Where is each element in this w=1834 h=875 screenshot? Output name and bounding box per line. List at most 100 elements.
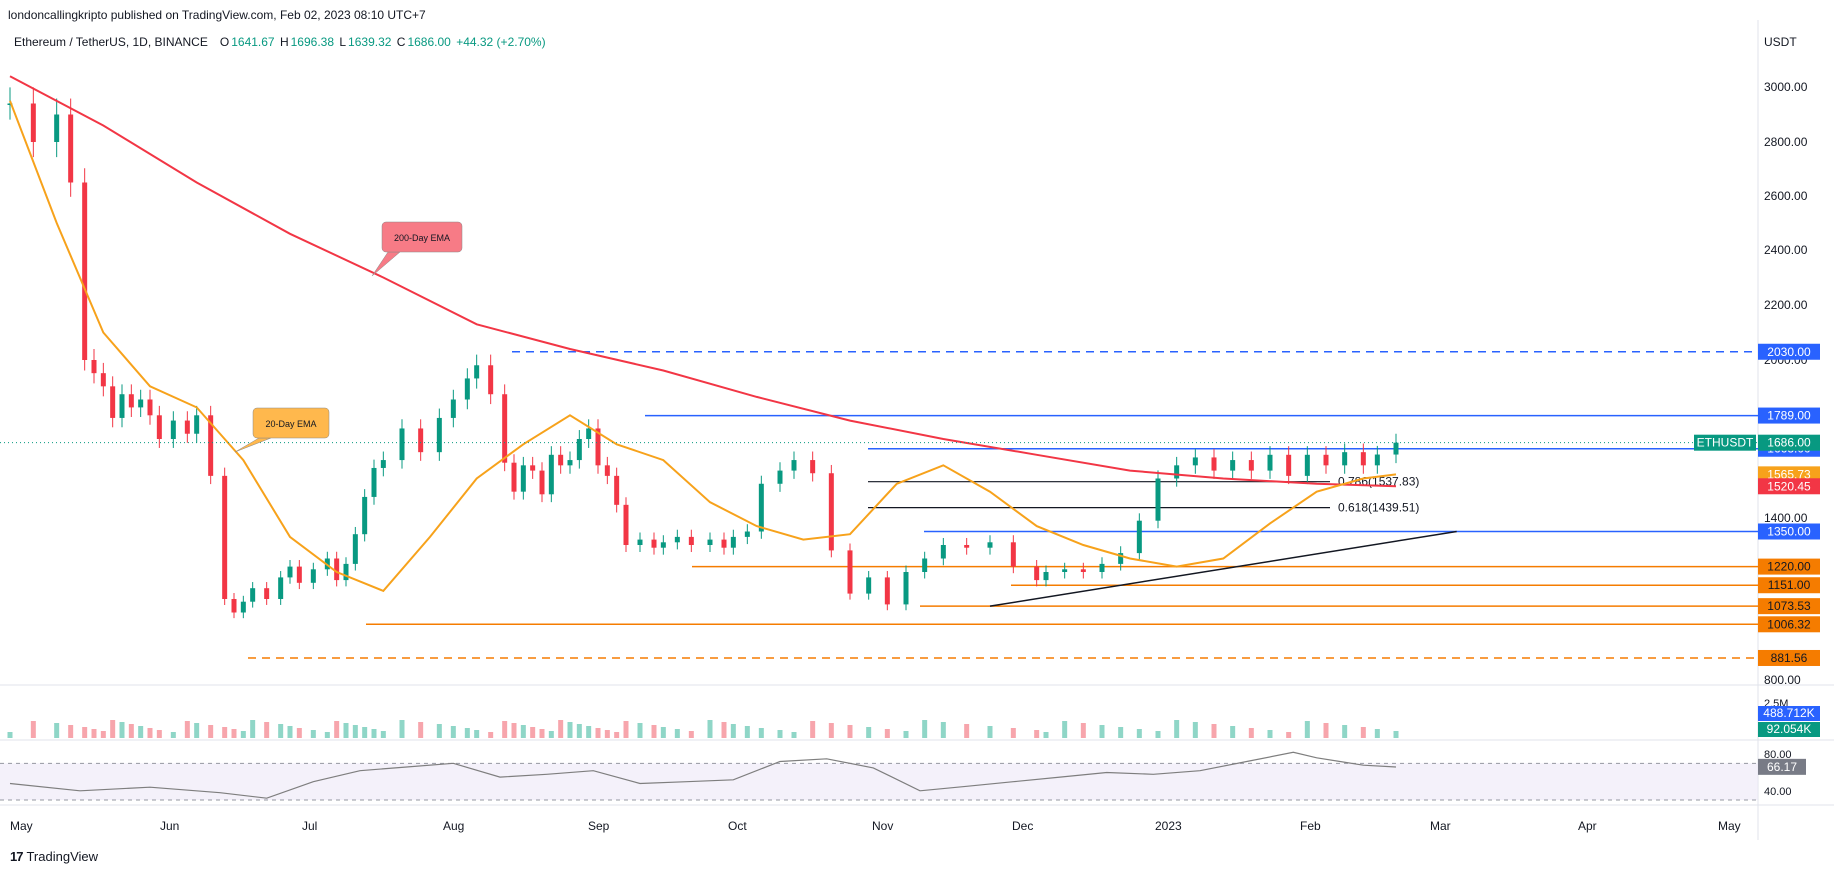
volume-bar	[539, 729, 545, 738]
volume-bar	[520, 725, 526, 738]
volume-bar	[474, 730, 480, 738]
volume-bar	[744, 726, 750, 738]
candle-body	[1304, 454, 1310, 476]
volume-bar	[1230, 726, 1236, 738]
candle-body	[399, 428, 405, 461]
volume-bar	[660, 727, 666, 738]
volume-bar	[287, 726, 293, 738]
volume-bar	[371, 729, 377, 738]
volume-bar	[1211, 724, 1217, 738]
volume-bar	[54, 723, 60, 738]
volume-bar	[324, 732, 330, 738]
axis-price-label: 1520.45	[1767, 479, 1811, 493]
volume-bar	[1034, 730, 1040, 738]
candle-body	[660, 542, 666, 548]
axis-price-badge	[1758, 434, 1820, 451]
currency-label[interactable]: USDT	[1764, 35, 1797, 49]
volume-bar	[1155, 731, 1161, 738]
candle-body	[343, 563, 349, 581]
candle-body	[511, 462, 517, 492]
rsi-line[interactable]	[9, 751, 1397, 799]
price-tick-label: 1400.00	[1764, 511, 1808, 525]
candle-body	[604, 465, 610, 476]
volume-bar	[1374, 729, 1380, 738]
volume-bar	[82, 727, 88, 738]
callout-box[interactable]	[252, 407, 330, 439]
candle-body	[810, 460, 816, 474]
candle-body	[758, 483, 764, 532]
callout-box[interactable]	[381, 221, 463, 253]
candle-body	[334, 558, 340, 581]
volume-bar	[7, 732, 13, 738]
candle-body	[296, 566, 302, 583]
level-price-label: 1006.32	[1767, 617, 1811, 631]
volume-bar	[380, 731, 386, 738]
volume-bar	[399, 720, 405, 738]
candle-body	[688, 536, 694, 545]
volume-bar	[194, 723, 200, 738]
time-tick-label: May	[10, 819, 33, 833]
volume-bar	[623, 721, 629, 738]
volume-bar	[1304, 721, 1310, 738]
volume-bar	[334, 721, 340, 738]
candle-body	[1043, 572, 1049, 581]
candle-body	[170, 420, 176, 439]
candle-body	[1211, 457, 1217, 471]
candle-body	[1062, 569, 1068, 572]
candle-body	[488, 365, 494, 395]
candle-body	[287, 566, 293, 578]
ascending-trendline[interactable]	[989, 530, 1457, 607]
level-price-badge	[1758, 577, 1820, 594]
ema-20-line[interactable]	[9, 100, 1397, 593]
candle-body	[987, 542, 993, 548]
candle-body	[138, 399, 144, 408]
time-tick-label: Oct	[728, 819, 747, 833]
callout-pointer	[234, 437, 272, 453]
candle-body	[1118, 553, 1124, 564]
volume-bar	[674, 729, 680, 738]
volume-bar	[530, 727, 536, 738]
candle-body	[464, 378, 470, 400]
open-value: 1641.67	[231, 35, 275, 49]
volume-bar	[222, 727, 228, 738]
volume-bar	[68, 725, 74, 738]
candle-body	[576, 439, 582, 461]
ema-200-line[interactable]	[9, 75, 1397, 488]
candle-body	[558, 454, 564, 466]
candle-body	[730, 536, 736, 548]
volume-bar	[567, 722, 573, 738]
footer-brand: 17 TradingView	[10, 849, 98, 864]
close-label: C	[396, 35, 406, 49]
candle-body	[110, 386, 116, 418]
volume-label: 92.054K	[1767, 722, 1812, 736]
volume-bar	[758, 728, 764, 738]
volume-bar	[1099, 725, 1105, 738]
candle-body	[194, 415, 200, 434]
candle-body	[548, 454, 554, 495]
level-price-badge	[1758, 616, 1820, 633]
volume-bar	[1323, 723, 1329, 738]
candle-body	[539, 470, 545, 495]
volume-bar	[91, 729, 97, 738]
candle-body	[530, 465, 536, 471]
level-price-badge	[1758, 598, 1820, 615]
volume-bar	[170, 732, 176, 738]
volume-bar	[1192, 722, 1198, 738]
rsi-tick-label: 80.00	[1764, 749, 1792, 761]
candle-body	[777, 470, 783, 484]
time-tick-label: Mar	[1430, 819, 1451, 833]
volume-bar	[866, 727, 872, 738]
candle-body	[1034, 566, 1040, 581]
low-label: L	[339, 35, 347, 49]
time-tick-label: Apr	[1578, 819, 1597, 833]
level-price-label: 1220.00	[1767, 560, 1811, 574]
volume-bar	[184, 721, 190, 738]
fib-level-label: 0.618(1439.51)	[1338, 501, 1419, 515]
volume-bar	[1286, 732, 1292, 738]
candle-body	[264, 588, 270, 599]
price-tick-label: 2400.00	[1764, 243, 1808, 257]
symbol-name[interactable]: Ethereum / TetherUS, 1D, BINANCE	[14, 35, 208, 49]
candle-body	[1342, 452, 1348, 466]
rsi-tick-label: 40.00	[1764, 786, 1792, 798]
